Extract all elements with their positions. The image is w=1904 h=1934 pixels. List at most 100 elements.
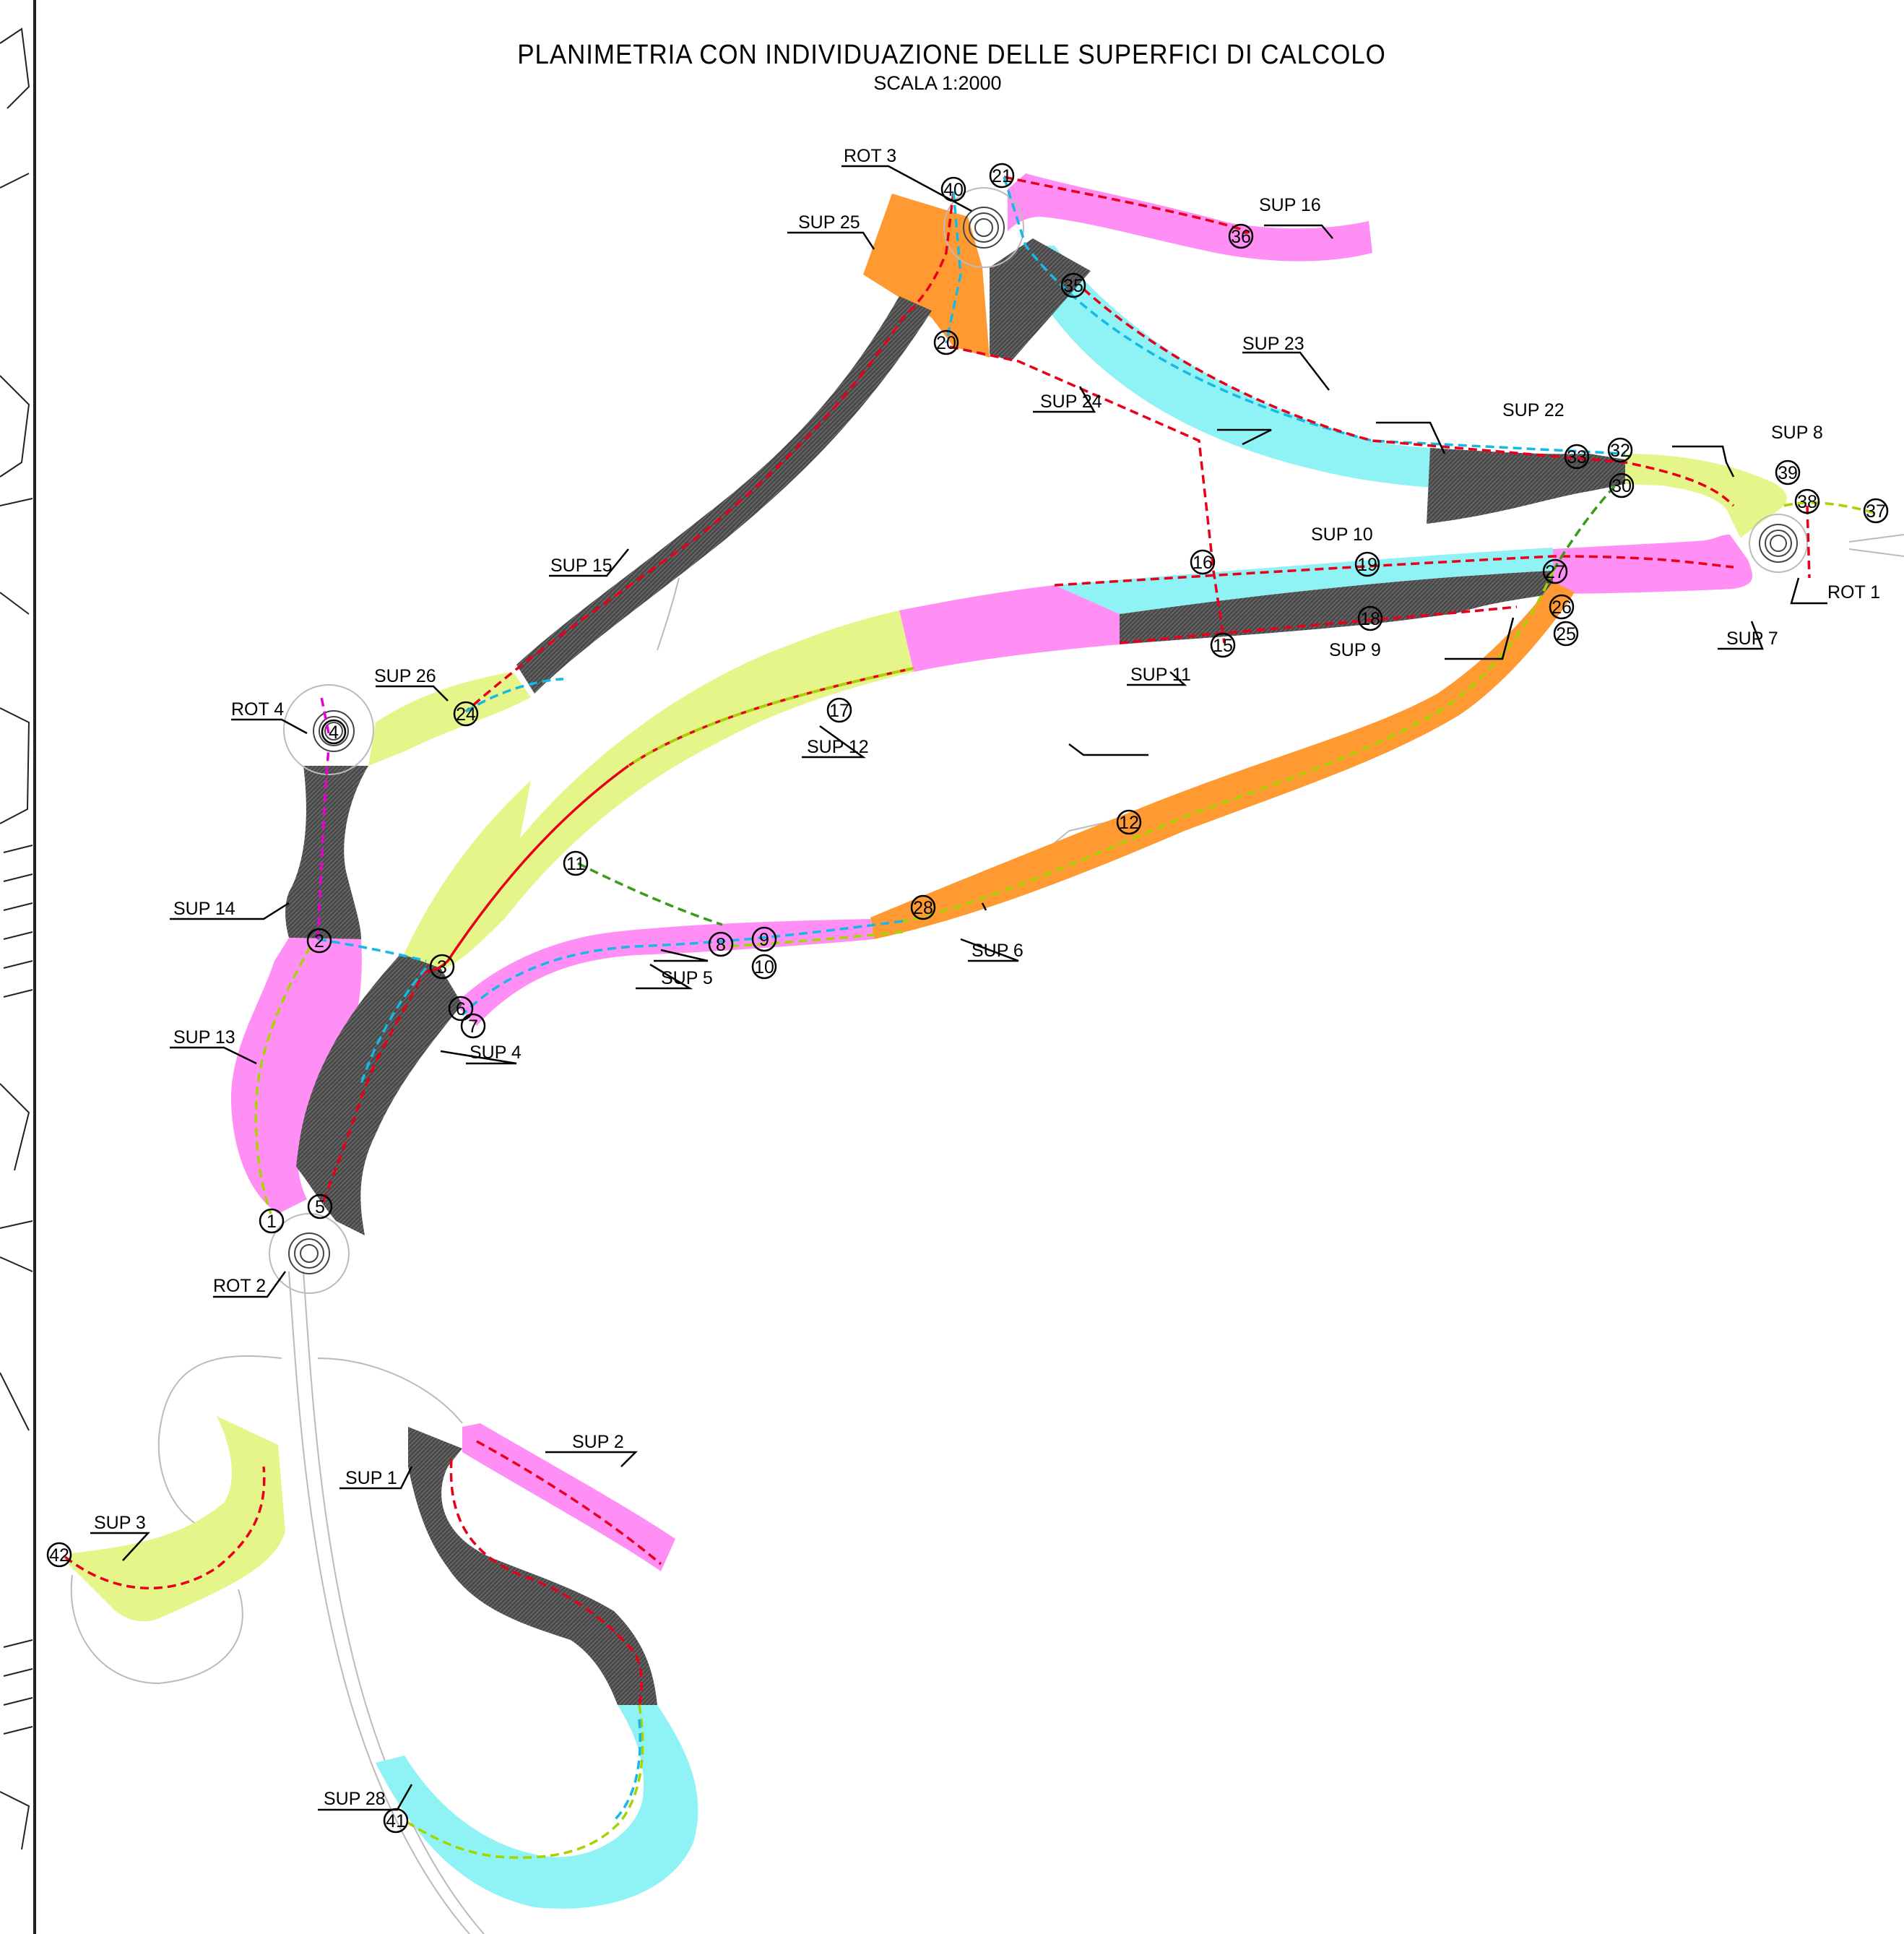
- label-sup3: SUP 3: [94, 1513, 146, 1533]
- node-circle: [933, 329, 959, 355]
- label-sup6: SUP 6: [972, 941, 1024, 961]
- label-sup2: SUP 2: [572, 1432, 624, 1452]
- node-26: 26: [1549, 594, 1575, 620]
- surface-label-group: SUP 1 SUP 2 SUP 3 SUP 4 SUP 5 SUP 6 SUP …: [94, 195, 1823, 1809]
- surface-sup26: [368, 672, 531, 766]
- node-circle: [448, 996, 474, 1022]
- label-sup26: SUP 26: [374, 666, 436, 686]
- label-rot4: ROT 4: [231, 699, 284, 720]
- node-circle: [1542, 558, 1568, 584]
- node-circle: [1553, 621, 1579, 647]
- node-label: 30: [1611, 476, 1632, 496]
- node-10: 10: [751, 954, 777, 980]
- node-label: 21: [992, 166, 1012, 186]
- node-circle: [460, 1013, 486, 1039]
- node-label: 6: [456, 999, 466, 1019]
- node-41: 41: [383, 1808, 409, 1834]
- node-circle: [453, 701, 479, 727]
- plan-title: PLANIMETRIA CON INDIVIDUAZIONE DELLE SUP…: [517, 40, 1387, 70]
- node-label: 42: [49, 1545, 69, 1566]
- node-label: 36: [1231, 227, 1251, 247]
- node-circle: [563, 850, 589, 876]
- surface-sup24: [990, 238, 1091, 361]
- node-20: 20: [933, 329, 959, 355]
- node-label: 11: [566, 854, 585, 874]
- node-circle: [708, 931, 734, 957]
- node-circle: [1060, 272, 1086, 298]
- node-label: 32: [1610, 441, 1630, 461]
- node-6: 6: [448, 996, 474, 1022]
- label-sup5: SUP 5: [661, 968, 713, 988]
- node-circle: [1609, 472, 1635, 498]
- node-circle: [307, 1193, 333, 1219]
- surface-sup11: [899, 585, 1120, 672]
- node-label: 39: [1778, 463, 1798, 483]
- roundabouts: [269, 187, 1808, 1294]
- node-39: 39: [1775, 459, 1801, 485]
- node-1: 1: [259, 1208, 285, 1234]
- surface-sup10: [1055, 548, 1553, 614]
- node-label: 7: [468, 1016, 478, 1037]
- node-18: 18: [1357, 605, 1383, 631]
- node-42: 42: [46, 1542, 72, 1568]
- node-circle: [826, 697, 852, 723]
- node-circle: [751, 926, 777, 952]
- node-5: 5: [307, 1193, 333, 1219]
- label-sup28: SUP 28: [324, 1789, 386, 1809]
- node-label: 18: [1360, 609, 1380, 629]
- node-4: 4: [321, 719, 347, 745]
- label-rot2: ROT 2: [213, 1276, 266, 1296]
- label-sup16: SUP 16: [1259, 195, 1321, 215]
- label-sup25: SUP 25: [798, 212, 860, 233]
- label-sup24: SUP 24: [1040, 392, 1102, 412]
- node-label: 12: [1119, 813, 1139, 833]
- node-16: 16: [1190, 549, 1216, 575]
- node-label: 9: [759, 930, 769, 950]
- node-19: 19: [1354, 551, 1380, 577]
- node-label: 24: [456, 704, 476, 725]
- label-rot3: ROT 3: [844, 146, 896, 166]
- plan-scale: SCALA 1:2000: [873, 72, 1002, 94]
- roundabout-rot4: [283, 684, 374, 775]
- surface-sup13: [231, 938, 362, 1214]
- node-33: 33: [1564, 444, 1590, 470]
- label-sup13: SUP 13: [173, 1027, 235, 1048]
- surface-sup23: [1026, 246, 1434, 488]
- node-label: 25: [1556, 624, 1576, 644]
- node-circle: [321, 719, 347, 745]
- surface-sup1: [408, 1427, 657, 1705]
- surface-sup9: [1120, 571, 1553, 644]
- node-8: 8: [708, 931, 734, 957]
- node-circle: [910, 894, 936, 920]
- node-15: 15: [1210, 632, 1236, 658]
- surface-sup3: [65, 1416, 285, 1622]
- node-label: 8: [716, 935, 726, 955]
- node-label: 17: [829, 701, 849, 721]
- node-27: 27: [1542, 558, 1568, 584]
- node-label: 26: [1552, 597, 1572, 618]
- title-block: PLANIMETRIA CON INDIVIDUAZIONE DELLE SUP…: [0, 40, 1904, 95]
- node-circle: [940, 176, 966, 202]
- node-9: 9: [751, 926, 777, 952]
- node-17: 17: [826, 697, 852, 723]
- roundabout-rot3: [943, 187, 1024, 268]
- node-circle: [1549, 594, 1575, 620]
- node-37: 37: [1863, 498, 1889, 524]
- node-label: 3: [437, 957, 447, 977]
- node-circle: [1190, 549, 1216, 575]
- node-circle: [1116, 809, 1142, 835]
- node-label: 33: [1567, 447, 1587, 467]
- node-circle: [989, 163, 1015, 189]
- node-28: 28: [910, 894, 936, 920]
- node-label: 27: [1545, 562, 1565, 582]
- node-38: 38: [1794, 488, 1820, 514]
- node-label: 41: [386, 1811, 406, 1831]
- surface-sup4: [296, 954, 462, 1235]
- node-circle: [1357, 605, 1383, 631]
- label-sup11: SUP 11: [1130, 665, 1191, 685]
- surface-sup5: [455, 919, 874, 1026]
- surface-sup22: [1427, 448, 1625, 524]
- node-35: 35: [1060, 272, 1086, 298]
